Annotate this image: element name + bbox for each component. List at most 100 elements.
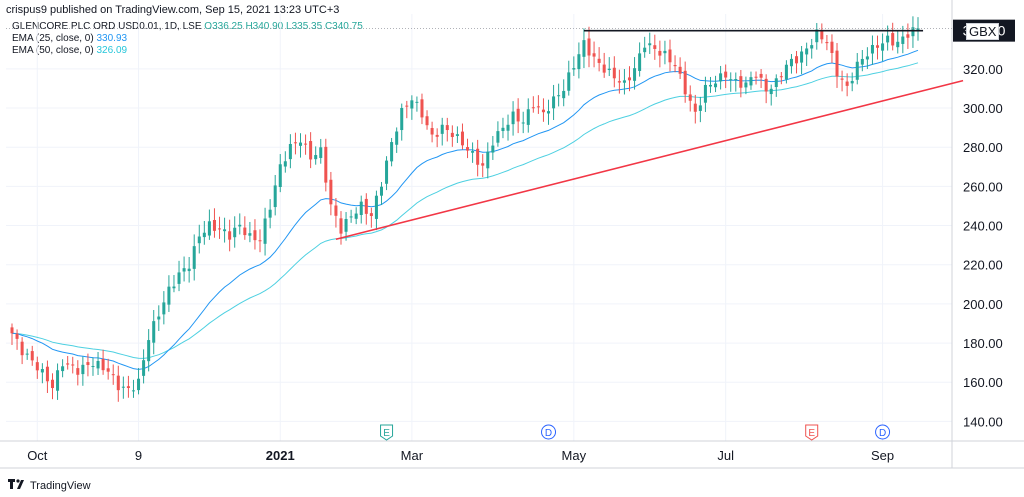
candle <box>309 141 313 160</box>
candle <box>288 143 292 160</box>
candle <box>597 58 601 63</box>
candle <box>557 95 561 97</box>
currency-badge[interactable]: GBX <box>966 23 1000 40</box>
candle <box>526 109 530 125</box>
candle <box>749 77 753 86</box>
candle <box>137 378 141 391</box>
legend-ema25-label: EMA (25, close, 0) <box>12 33 94 44</box>
footer-logo[interactable]: TradingView <box>8 479 91 492</box>
y-tick-label: 240.00 <box>963 219 1003 234</box>
candle <box>445 125 449 131</box>
event-earnings-icon <box>380 424 394 441</box>
candle <box>162 302 166 315</box>
candle <box>263 218 267 244</box>
legend-ema50-value: 326.09 <box>96 45 128 56</box>
candle <box>612 67 616 79</box>
candle <box>152 321 156 343</box>
y-tick-label: 220.00 <box>963 258 1003 273</box>
candle <box>116 375 120 391</box>
candle <box>577 54 581 70</box>
candle <box>729 79 733 81</box>
candle <box>911 27 915 37</box>
candle <box>359 201 363 215</box>
candle <box>703 84 707 103</box>
candle <box>784 64 788 80</box>
candle <box>663 50 667 54</box>
candle <box>886 35 890 43</box>
candle <box>61 366 65 372</box>
candle <box>562 90 566 99</box>
candle <box>40 369 44 373</box>
candle <box>541 109 545 113</box>
candle <box>734 79 738 81</box>
chart-legend: GLENCORE PLC ORD USD0.01, 1D, LSE O336.2… <box>12 21 363 57</box>
candle <box>35 362 39 371</box>
candle <box>415 101 419 103</box>
candle <box>622 80 626 83</box>
candle <box>435 134 439 137</box>
candle <box>683 70 687 95</box>
candle <box>192 246 196 269</box>
candle <box>91 366 95 368</box>
candle <box>15 333 19 339</box>
candle <box>901 36 905 44</box>
candle <box>536 106 540 108</box>
candle <box>76 368 80 375</box>
candle <box>764 78 768 92</box>
candle <box>825 42 829 44</box>
candle <box>126 386 130 388</box>
candle <box>86 362 90 366</box>
candle <box>688 94 692 101</box>
candle <box>698 105 702 111</box>
candle <box>400 107 404 131</box>
candle <box>298 142 303 146</box>
candle <box>354 213 358 219</box>
candle <box>385 160 389 184</box>
candle <box>810 45 814 49</box>
candle <box>881 43 885 51</box>
candle <box>207 221 211 236</box>
y-tick-label: 260.00 <box>963 179 1003 194</box>
candle <box>815 29 819 43</box>
candle <box>607 68 611 71</box>
candle <box>197 236 201 244</box>
candle <box>481 163 485 166</box>
candle <box>633 68 637 81</box>
candle <box>324 146 328 183</box>
candle <box>304 143 308 145</box>
candle <box>820 30 824 40</box>
candle <box>390 142 394 162</box>
candle <box>587 38 591 56</box>
candle <box>693 103 697 112</box>
candle <box>314 155 318 160</box>
candle <box>567 72 571 91</box>
y-tick-label: 200.00 <box>963 297 1003 312</box>
candle <box>218 228 222 230</box>
x-tick-label: 2021 <box>266 448 295 463</box>
candle <box>395 131 399 145</box>
candle <box>405 105 409 107</box>
candle <box>627 77 632 81</box>
candle <box>25 353 29 355</box>
candle <box>258 240 262 242</box>
candle <box>724 71 728 78</box>
candle <box>30 351 34 361</box>
candle <box>223 229 227 232</box>
legend-ema25-value: 330.93 <box>96 33 128 44</box>
candle <box>795 56 799 64</box>
candle <box>212 219 216 231</box>
y-tick-label: 280.00 <box>963 140 1003 155</box>
candle <box>602 64 606 73</box>
candle <box>450 132 454 138</box>
legend-symbol-row: GLENCORE PLC ORD USD0.01, 1D, LSE O336.2… <box>12 21 363 33</box>
candle <box>425 116 429 126</box>
candle <box>187 268 191 272</box>
candle <box>739 76 743 88</box>
candle <box>339 218 343 234</box>
legend-ema50-row: EMA (50, close, 0) 326.09 <box>12 45 363 57</box>
candle <box>273 185 277 208</box>
candle <box>374 195 378 219</box>
candle <box>56 370 60 391</box>
candle <box>66 363 70 365</box>
